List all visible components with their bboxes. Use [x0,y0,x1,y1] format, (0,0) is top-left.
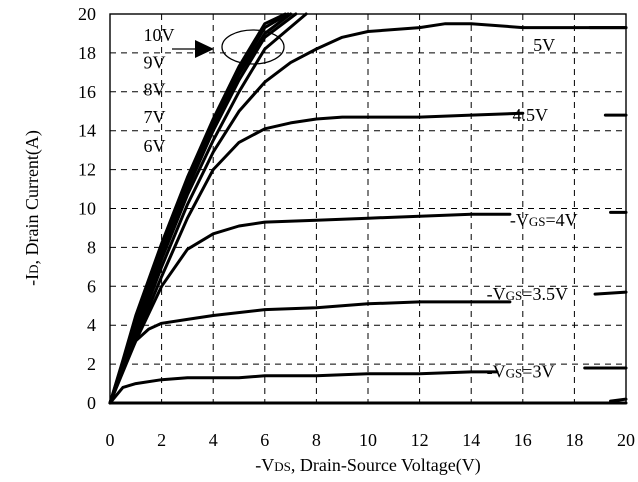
curve-label: -VGS=3.5V [487,284,568,304]
curve-label: 9V [144,52,166,72]
curve-label: 4.5V [512,105,548,125]
x-tick-label: 20 [617,430,635,450]
curve-label: 8V [144,80,166,100]
curve--vgs-4v [108,212,512,405]
x-tick-label: 4 [209,430,218,450]
grid-lines [110,14,626,403]
x-tick-label: 14 [462,430,480,450]
curve--vgs-3.5v [108,300,512,405]
arrow-head [195,40,214,58]
curve-label: 5V [533,35,555,55]
curve-label: 6V [144,136,166,156]
y-tick-label: 2 [87,354,96,374]
curve-tail-segment [593,290,628,296]
y-tick-label: 8 [87,237,96,257]
x-tick-label: 16 [514,430,532,450]
curve-tail-segment [609,397,628,403]
x-tick-label: 6 [260,430,269,450]
x-tick-label: 10 [359,430,377,450]
curve-label: -VGS=3V [487,362,555,382]
y-tick-label: 6 [87,276,96,296]
x-tick-label: 12 [411,430,429,450]
y-tick-label: 14 [78,121,96,141]
x-tick-label: 2 [157,430,166,450]
y-tick-label: 4 [87,315,96,335]
curve-label: -VGS=4V [510,210,578,230]
curves [108,12,628,405]
curve-label: 7V [144,107,166,127]
x-tick-label: 0 [106,430,115,450]
y-tick-label: 16 [78,82,96,102]
y-tick-label: 0 [87,393,96,413]
curve--vgs-3v [108,370,499,405]
x-tick-label: 18 [565,430,583,450]
plot-frame [109,13,627,404]
callout-marks [172,29,285,65]
y-axis-title: -ID, Drain Current(A) [22,130,43,286]
y-tick-label: 12 [78,160,96,180]
y-tick-labels: 0 2 4 6 8 10 12 14 16 18 20 [78,4,96,413]
y-tick-label: 20 [78,4,96,24]
curve-5v [108,22,628,405]
curve-label: 10V [144,25,175,45]
x-tick-label: 8 [312,430,321,450]
curve-labels: 10V 9V 8V 7V 6V 5V 4.5V -VGS=4V -VGS=3.5V -VGS=3V [144,25,578,381]
highlight-ellipse [221,29,285,65]
x-axis-title: -VDS, Drain-Source Voltage(V) [255,455,480,476]
y-tick-label: 10 [78,199,96,219]
y-tick-label: 18 [78,43,96,63]
x-tick-labels: 0 2 4 6 8 10 12 14 16 18 20 [106,430,636,450]
curve-4.5v [108,111,525,405]
